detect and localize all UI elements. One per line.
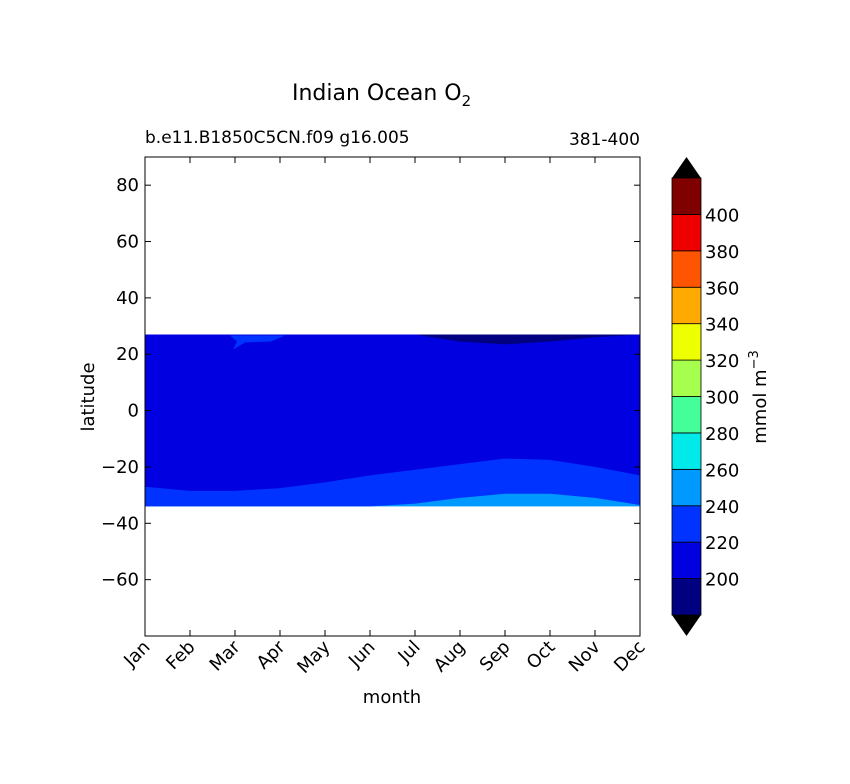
colorbar-tick-label: 280 xyxy=(705,424,739,445)
y-tick-label: −20 xyxy=(101,457,139,478)
colorbar-tick-label: 200 xyxy=(705,570,739,591)
y-tick-label: 80 xyxy=(116,175,139,196)
x-tick-label: Dec xyxy=(610,637,649,676)
y-tick-label: 40 xyxy=(116,288,139,309)
colorbar-tick-label: 400 xyxy=(705,205,739,226)
x-tick-label: Jun xyxy=(344,637,379,672)
x-axis-label: month xyxy=(363,687,421,708)
colorbar: 200 220 240 260 280 300 320 340 360 380 400 xyxy=(671,157,739,636)
colorbar-segment xyxy=(671,505,702,543)
colorbar-extend-max xyxy=(672,157,701,178)
region-main xyxy=(145,334,640,491)
colorbar-segment xyxy=(671,214,702,252)
colorbar-segment xyxy=(671,578,702,616)
colorbar-segment xyxy=(671,250,702,288)
x-tick-label: May xyxy=(293,636,334,677)
colorbar-segment xyxy=(671,359,702,397)
colorbar-tick-label: 320 xyxy=(705,351,739,372)
x-tick-label: Apr xyxy=(253,636,290,673)
x-tick-label: Aug xyxy=(430,637,470,677)
subtitle-right: 381-400 xyxy=(569,130,640,150)
colorbar-tick-label: 260 xyxy=(705,460,739,481)
colorbar-tick-label: 360 xyxy=(705,278,739,299)
colorbar-tick-label: 220 xyxy=(705,533,739,554)
y-tick-label: 0 xyxy=(128,401,139,422)
y-tick-label: 60 xyxy=(116,232,139,253)
region-north-spot xyxy=(230,335,285,350)
y-axis-label: latitude xyxy=(78,362,99,431)
colorbar-tick-label: 340 xyxy=(705,315,739,336)
plot-area xyxy=(145,334,640,507)
colorbar-label-superscript: −3 xyxy=(747,350,762,369)
colorbar-label: mmol m−3 xyxy=(747,350,771,444)
colorbar-tick-label: 240 xyxy=(705,497,739,518)
colorbar-tick-label: 300 xyxy=(705,388,739,409)
colorbar-segment xyxy=(671,468,702,507)
colorbar-segment xyxy=(671,432,702,470)
y-tick-label: −40 xyxy=(101,513,139,534)
colorbar-segment xyxy=(671,286,702,325)
colorbar-segment xyxy=(671,323,702,361)
y-tick-label: −60 xyxy=(101,570,139,591)
chart-title: Indian Ocean O2 xyxy=(292,81,471,110)
region-north-low xyxy=(145,334,640,345)
x-tick-label: Jan xyxy=(119,637,154,672)
colorbar-segment xyxy=(671,396,702,434)
colorbar-tick-label: 380 xyxy=(705,242,739,263)
x-tick-label: Sep xyxy=(476,637,515,676)
colorbar-segment xyxy=(671,541,702,579)
x-tick-label: Feb xyxy=(162,637,199,674)
colorbar-extend-min xyxy=(672,615,701,636)
colorbar-segment xyxy=(671,177,702,215)
x-tick-label: Mar xyxy=(206,636,245,675)
x-tick-label: Nov xyxy=(565,636,605,676)
plot-frame xyxy=(144,156,641,637)
x-tick-label: Jul xyxy=(394,637,425,668)
x-tick-label: Oct xyxy=(523,637,560,674)
chart-title-subscript: 2 xyxy=(462,92,472,110)
subtitle-left: b.e11.B1850C5CN.f09 g16.005 xyxy=(145,128,410,148)
y-tick-label: 20 xyxy=(116,344,139,365)
